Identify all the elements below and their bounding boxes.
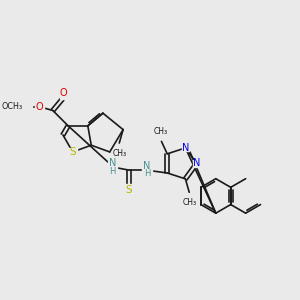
Bar	[142, 164, 152, 177]
Text: CH₃: CH₃	[112, 149, 126, 158]
Text: N: N	[193, 158, 200, 168]
Bar	[35, 103, 44, 110]
Text: N: N	[109, 158, 116, 168]
Text: S: S	[69, 147, 76, 157]
Text: O: O	[36, 102, 43, 112]
Text: H: H	[110, 167, 116, 176]
Bar	[14, 103, 32, 110]
Text: H: H	[144, 169, 150, 178]
Bar	[108, 160, 117, 174]
Text: OCH₃: OCH₃	[1, 102, 22, 111]
Text: N: N	[182, 143, 189, 153]
Bar	[182, 145, 189, 151]
Text: CH₃: CH₃	[183, 198, 197, 207]
Bar	[59, 92, 67, 99]
Bar	[193, 160, 200, 167]
Bar	[68, 148, 77, 156]
Text: CH₃: CH₃	[153, 127, 168, 136]
Text: N: N	[143, 161, 151, 171]
Bar	[125, 184, 133, 192]
Text: O: O	[59, 88, 67, 98]
Text: S: S	[126, 185, 132, 195]
